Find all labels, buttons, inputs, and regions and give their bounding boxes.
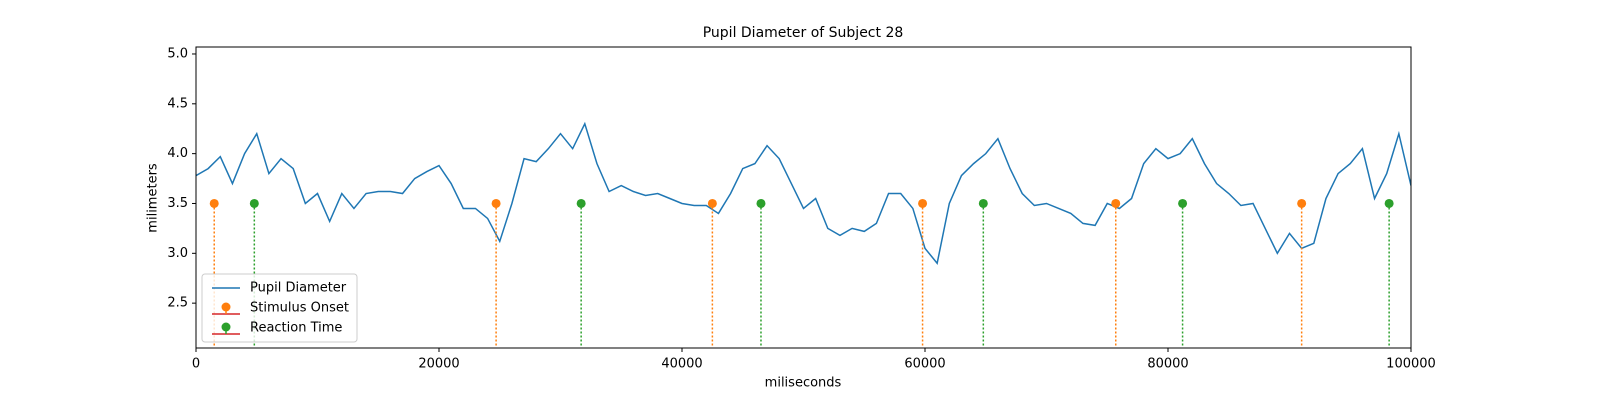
stem-marker — [209, 198, 219, 208]
stem-marker — [918, 198, 928, 208]
stem-marker — [707, 198, 717, 208]
stem-marker — [1297, 198, 1307, 208]
legend-marker — [221, 302, 231, 312]
x-tick-label: 100000 — [1386, 357, 1436, 372]
plot-frame — [195, 46, 1412, 349]
y-tick-label: 5.0 — [167, 46, 188, 61]
stem-marker — [1178, 198, 1188, 208]
stem-marker — [1111, 198, 1121, 208]
legend-label: Stimulus Onset — [250, 301, 349, 316]
x-tick-label: 60000 — [904, 357, 945, 372]
stem-marker — [978, 198, 988, 208]
legend-label: Reaction Time — [250, 321, 342, 336]
legend-marker — [221, 322, 231, 332]
x-tick-label: 80000 — [1147, 357, 1188, 372]
x-axis-label: miliseconds — [765, 376, 842, 391]
y-tick-label: 4.5 — [167, 96, 188, 111]
legend-box — [201, 273, 358, 343]
stem-marker — [249, 198, 259, 208]
stem-marker — [491, 198, 501, 208]
y-tick-label: 2.5 — [167, 296, 188, 311]
stem-marker — [756, 198, 766, 208]
stem-marker — [1384, 198, 1394, 208]
x-tick-label: 20000 — [418, 357, 459, 372]
legend-label: Pupil Diameter — [250, 281, 347, 296]
x-tick-label: 40000 — [661, 357, 702, 372]
y-tick-label: 4.0 — [167, 146, 188, 161]
y-tick-label: 3.5 — [167, 196, 188, 211]
x-tick-label: 0 — [192, 357, 200, 372]
chart-title: Pupil Diameter of Subject 28 — [703, 25, 904, 41]
data-line — [196, 121, 1411, 265]
y-tick-label: 3.0 — [167, 246, 188, 261]
y-axis-label: milimeters — [146, 163, 161, 233]
stem-marker — [576, 198, 586, 208]
